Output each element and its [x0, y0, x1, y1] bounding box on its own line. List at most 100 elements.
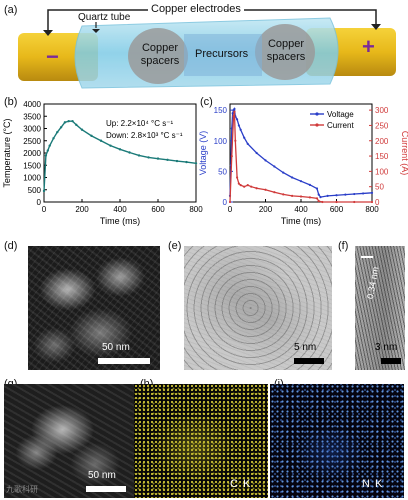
x-tick-label: 0: [228, 205, 233, 214]
temperature-point: [67, 119, 70, 123]
temperature-point: [80, 128, 84, 131]
y-tick-label: 0: [37, 198, 42, 207]
x-tick-label: 800: [365, 205, 379, 214]
temperature-point: [63, 121, 67, 124]
right-copper-spacer: [255, 24, 315, 80]
voltage-point: [317, 193, 320, 196]
temperature-point: [185, 160, 188, 164]
current-point: [239, 184, 242, 187]
voltage-point: [231, 112, 234, 115]
current-point: [299, 195, 303, 198]
current-point: [230, 154, 233, 158]
voltage-point: [233, 107, 236, 110]
right-y-tick-label: 100: [375, 167, 389, 176]
right-y-tick-label: 150: [375, 152, 389, 161]
x-tick-label: 400: [113, 205, 127, 214]
x-tick-label: 600: [151, 205, 165, 214]
copper-electrodes-label: Copper electrodes: [148, 3, 244, 15]
y-tick-label: 1000: [23, 174, 41, 183]
y-tick-label: 3000: [23, 125, 41, 134]
temperature-point: [109, 144, 112, 147]
current-point: [317, 199, 320, 203]
temperature-point: [71, 119, 74, 123]
current-point: [232, 115, 235, 118]
y-tick-label: 3500: [23, 112, 41, 121]
hrtem-image-f: 0.34 nm 3 nm: [355, 246, 405, 370]
left-spacer-label-line2: spacers: [140, 55, 180, 67]
left-y-tick-label: 150: [214, 106, 228, 115]
scale-label-g: 50 nm: [88, 470, 116, 481]
temperature-line: [43, 120, 197, 192]
right-y-tick-label: 0: [375, 198, 380, 207]
current-point: [246, 184, 249, 187]
temperature-point: [175, 159, 179, 163]
scale-bar-e: [294, 358, 324, 364]
right-spacer-label-line2: spacers: [266, 51, 306, 63]
annotation-up: Up: 2.2×10⁴ °C s⁻¹: [106, 119, 173, 128]
temperature-point: [166, 158, 169, 162]
temperature-point: [75, 123, 78, 127]
voltage-point: [326, 194, 329, 197]
lattice-marker: [361, 256, 373, 258]
annotation-down: Down: 2.8×10³ °C s⁻¹: [106, 131, 183, 140]
carbon-eds-map-h: C K: [134, 384, 268, 498]
current-point: [308, 196, 311, 199]
y-tick-label: 2000: [23, 149, 41, 158]
panel-label-f: (f): [338, 240, 349, 252]
y-tick-label: 500: [28, 186, 42, 195]
voltage-point: [344, 193, 347, 196]
temperature-point: [147, 156, 150, 159]
y-axis-label: Temperature (°C): [2, 118, 12, 187]
voltage-point: [299, 180, 303, 183]
left-y-axis-label: Voltage (V): [198, 131, 208, 176]
current-point: [233, 110, 236, 113]
y-tick-label: 4000: [23, 100, 41, 109]
current-point: [370, 200, 374, 204]
voltage-point: [230, 127, 233, 130]
panel-label-b: (b): [4, 96, 18, 108]
legend-marker-current: [315, 123, 319, 127]
voltage-point: [308, 183, 311, 186]
left-arrowhead: [43, 30, 53, 36]
stem-image-g: 50 nm 九歌科研: [4, 384, 134, 498]
temperature-point: [118, 148, 122, 151]
temperature-point: [59, 126, 63, 129]
legend-label-current: Current: [327, 121, 354, 130]
x-tick-label: 200: [259, 205, 273, 214]
voltage-point: [239, 128, 242, 131]
voltage-point: [255, 151, 258, 155]
panel-label-d: (d): [4, 240, 18, 252]
current-point: [335, 200, 338, 204]
voltage-point: [291, 176, 294, 179]
temperature-point: [48, 144, 51, 147]
temperature-chart: 0 200 400 600 800 0 500 1000 1500 2000 2500 3000 350…: [2, 100, 203, 226]
voltage-point: [370, 191, 374, 194]
current-point: [353, 200, 356, 204]
voltage-point: [237, 124, 240, 127]
current-point: [264, 188, 267, 191]
voltage-point: [243, 136, 246, 139]
right-spacer-label-line1: Copper: [267, 38, 305, 50]
x-tick-label: 600: [330, 205, 344, 214]
scale-bar-g: [86, 486, 126, 492]
y-tick-label: 1500: [23, 161, 41, 170]
nitrogen-map-label: N K: [362, 478, 384, 490]
temperature-point: [99, 139, 103, 142]
temperature-point: [194, 162, 198, 165]
current-point: [315, 197, 319, 200]
temperature-point: [46, 149, 49, 152]
right-y-tick-label: 250: [375, 121, 389, 130]
voltage-point: [236, 118, 239, 121]
x-tick-label: 0: [42, 205, 47, 214]
voltage-point: [362, 192, 365, 195]
voltage-point: [335, 194, 338, 197]
scale-label-f: 3 nm: [375, 342, 398, 353]
left-y-tick-label: 100: [214, 137, 228, 146]
voltage-point: [246, 142, 249, 145]
panel-label-a: (a): [4, 4, 18, 16]
temperature-point: [44, 154, 48, 157]
x-axis-label: Time (ms): [281, 216, 321, 226]
voltage-point: [273, 165, 276, 168]
quartz-pointer-arrowhead: [92, 29, 100, 33]
current-point: [236, 176, 239, 179]
